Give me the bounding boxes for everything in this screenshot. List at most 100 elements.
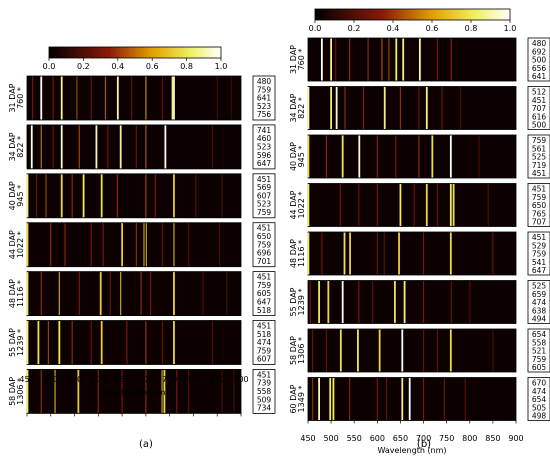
row-label-dap: 58 DAP <box>289 336 298 365</box>
colorbar-tick-label: 1.0 <box>215 62 228 71</box>
top-wavelength-value: 505 <box>532 403 547 412</box>
top-wavelength-value: 558 <box>257 387 272 396</box>
spectral-band <box>329 378 332 420</box>
spectral-band <box>449 232 452 275</box>
top-wavelength-value: 647 <box>257 159 272 168</box>
top-wavelength-value: 474 <box>532 387 547 396</box>
top-wavelength-value: 541 <box>532 258 547 267</box>
spectrum-strip <box>307 280 517 324</box>
colorbar-tick-label: 0.8 <box>180 62 193 71</box>
spectral-band <box>318 378 320 420</box>
spectral-band <box>52 76 54 120</box>
spectral-band <box>330 38 333 81</box>
spectral-band <box>450 281 452 323</box>
row-label-dap: 48 DAP <box>8 279 17 308</box>
row-label-count: 1349 * <box>297 386 306 413</box>
spectral-band <box>395 135 397 178</box>
row-label-count: 822 * <box>16 136 25 158</box>
spectral-band <box>418 38 421 81</box>
top-wavelength-value: 759 <box>532 250 547 259</box>
row-label-dap: 40 DAP <box>8 181 17 210</box>
spectral-band <box>318 281 320 323</box>
top-wavelength-value: 607 <box>257 355 272 364</box>
row-label-count: 1022 * <box>297 192 306 219</box>
top-wavelength-value: 498 <box>532 412 547 421</box>
top-wavelength-value: 569 <box>257 183 272 192</box>
top-wavelength-value: 719 <box>532 161 547 170</box>
spectral-band <box>54 369 56 413</box>
spectral-band <box>321 232 323 275</box>
spectral-band <box>135 125 137 169</box>
spectral-band <box>104 76 107 120</box>
colorbar <box>48 46 222 59</box>
top-wavelength-value: 605 <box>532 363 547 372</box>
spectral-band <box>335 38 337 81</box>
spectral-band <box>143 223 145 267</box>
spectral-band <box>339 329 342 372</box>
spectral-band <box>135 223 137 267</box>
top-wavelength-value: 647 <box>257 298 272 307</box>
x-tick-label: 750 <box>439 434 454 443</box>
top-wavelength-value: 529 <box>532 241 547 250</box>
spectral-band <box>58 321 61 364</box>
spectrum-strip <box>26 320 242 365</box>
spectral-band <box>145 76 147 120</box>
row-label-count: 760 * <box>297 49 306 71</box>
spectral-band <box>341 281 344 323</box>
spectral-band <box>492 232 494 275</box>
spectrum-strip <box>307 37 517 82</box>
top-wavelength-value: 659 <box>532 290 547 299</box>
colorbar-tick-label: 0.0 <box>309 24 322 33</box>
spectral-band <box>71 321 73 364</box>
spectral-band <box>464 378 466 420</box>
spectral-band <box>325 135 328 178</box>
x-tick-label: 550 <box>67 375 82 384</box>
spectral-band <box>50 223 52 267</box>
spectral-band <box>78 272 80 316</box>
x-tick-label: 500 <box>323 434 338 443</box>
row-label-count: 1116 * <box>16 280 25 307</box>
top-wavelength-value: 451 <box>532 185 547 194</box>
spectrum-strip <box>307 328 517 373</box>
top-wavelength-value: 759 <box>532 193 547 202</box>
spectral-band <box>40 272 42 316</box>
top-wavelength-box <box>527 231 550 276</box>
top-wavelength-value: 500 <box>532 56 547 65</box>
top-wavelength-value: 647 <box>532 266 547 275</box>
spectral-band <box>431 135 434 178</box>
spectral-band <box>425 87 428 129</box>
row-label-count: 1239 * <box>16 329 25 356</box>
spectral-band <box>219 223 221 267</box>
spectral-band <box>327 281 330 323</box>
spectral-band <box>398 232 400 275</box>
spectral-band <box>131 76 133 120</box>
spectral-band <box>26 223 29 267</box>
top-wavelength-value: 523 <box>257 102 272 111</box>
top-wavelength-value: 525 <box>532 282 547 291</box>
top-wavelength-value: 474 <box>532 298 547 307</box>
spectral-band <box>320 38 323 81</box>
top-wavelength-box <box>252 173 276 219</box>
x-axis-label: Wavelength (nm) <box>99 388 168 397</box>
x-tick-label: 650 <box>114 375 129 384</box>
spectral-band <box>99 272 102 316</box>
spectral-band <box>26 174 29 218</box>
spectrum-strip <box>26 124 242 170</box>
spectral-band <box>376 378 378 420</box>
top-wavelength-value: 512 <box>532 88 547 97</box>
spectral-band <box>436 38 439 81</box>
row-label-dap: 48 DAP <box>289 239 298 268</box>
x-tick-label: 850 <box>210 375 225 384</box>
top-wavelength-box <box>252 222 276 268</box>
spectral-band <box>216 76 218 120</box>
spectral-band <box>422 281 425 323</box>
spectral-band <box>161 321 164 364</box>
row-label-count: 945 * <box>297 146 306 168</box>
spectral-band <box>399 184 402 226</box>
